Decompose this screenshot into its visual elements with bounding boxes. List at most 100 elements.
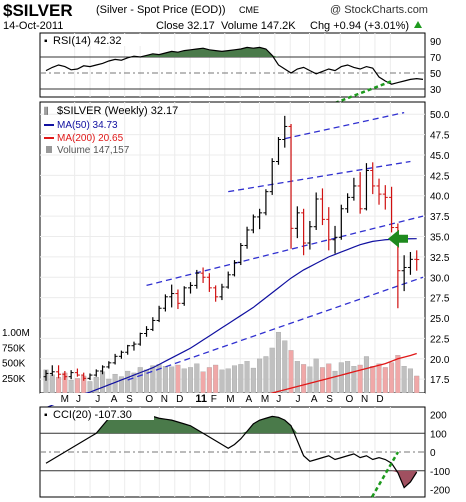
volume-bar — [74, 378, 80, 394]
volume-bar — [244, 361, 250, 394]
price-legend-ma200: MA(200) 20.65 — [57, 133, 124, 144]
volume-bar — [68, 380, 74, 394]
month-label: J — [296, 394, 301, 405]
cci-label: CCI(20) -107.30 — [53, 409, 132, 421]
volume-bar — [363, 356, 369, 394]
price-tick-label: 17.5 — [430, 375, 450, 386]
rsi-overbought-fill — [46, 47, 423, 57]
symbol-description: (Silver - Spot Price (EOD)) — [96, 4, 226, 16]
price-tick-label: 47.5 — [430, 131, 450, 142]
volume-bar — [382, 367, 388, 394]
volume-bar — [231, 365, 238, 394]
volume-bar — [376, 363, 382, 394]
volume-bar — [275, 331, 281, 394]
volume-bar — [200, 371, 206, 394]
volume-bar — [307, 366, 313, 394]
rsi-trend-hint-line — [334, 79, 393, 105]
volume-bar — [370, 366, 376, 394]
price-tick-label: 32.5 — [430, 253, 450, 264]
rsi-line — [45, 46, 424, 85]
cci-tick-label: 200 — [430, 411, 447, 422]
volume-bar — [263, 356, 269, 394]
price-tick-label: 25.0 — [430, 314, 450, 325]
price-tick-label: 30.0 — [430, 273, 450, 284]
cci-tick-label: 100 — [430, 429, 447, 440]
ma50-line — [45, 238, 417, 409]
month-label: N — [161, 394, 168, 405]
cci-tick-label: -100 — [430, 467, 450, 478]
month-label: M — [61, 394, 69, 405]
green-arrow-icon — [388, 229, 408, 248]
up-arrow-icon — [414, 21, 423, 28]
trend-channel-line — [146, 215, 424, 287]
month-label: N — [361, 394, 368, 405]
volume-bar — [56, 377, 62, 394]
month-label: A — [111, 394, 118, 405]
volume-bar — [395, 355, 401, 394]
volume-bar — [269, 347, 275, 394]
volume-bar — [125, 370, 131, 394]
header-change: Chg +0.94 (+3.01%) — [310, 20, 423, 32]
price-legend-symbol: $SILVER (Weekly) 32.17 — [57, 105, 178, 117]
volume-bar — [194, 363, 200, 394]
price-tick-label: 37.5 — [430, 212, 450, 223]
price-tick-label: 35.0 — [430, 232, 450, 243]
volume-bar — [257, 358, 263, 394]
volume-bar — [150, 365, 156, 394]
source-label: @ StockCharts.com — [330, 4, 428, 16]
volume-bar — [169, 366, 175, 394]
volume-bar — [238, 364, 244, 394]
symbol-title: $SILVER — [3, 1, 73, 20]
rsi-label-bg — [42, 34, 150, 46]
volume-bar — [414, 375, 420, 394]
volume-bar — [294, 361, 300, 394]
volume-bar — [181, 368, 187, 394]
rsi-legend-swatch: ▪ — [44, 36, 48, 47]
volume-bar — [175, 364, 181, 394]
price-tick-label: 22.5 — [430, 334, 450, 345]
rsi-label: RSI(14) 42.32 — [53, 35, 121, 47]
cci-label-bg — [42, 408, 154, 420]
cci-legend-swatch: ▪ — [44, 410, 48, 421]
volume-bar — [162, 366, 168, 394]
month-label: S — [126, 394, 133, 405]
volume-bar — [288, 350, 294, 394]
month-label: 11 — [195, 393, 207, 405]
volume-bar — [401, 366, 407, 394]
volume-bar — [137, 367, 143, 394]
month-label: M — [261, 394, 269, 405]
rsi-tick-label: 30 — [430, 85, 442, 96]
volume-bar — [206, 367, 212, 394]
header-close: Close 32.17 — [156, 20, 215, 32]
volume-bar — [213, 364, 219, 394]
month-label: J — [95, 394, 100, 405]
trend-channel-line — [127, 276, 424, 381]
cci-tick-label: 0 — [430, 448, 436, 459]
month-label: M — [226, 394, 234, 405]
volume-bar — [49, 374, 55, 394]
volume-bar — [351, 366, 357, 394]
volume-bar — [345, 361, 351, 394]
volume-bar — [332, 370, 338, 394]
price-tick-label: 42.5 — [430, 171, 450, 182]
volume-bar — [100, 371, 106, 394]
month-label: J — [276, 394, 281, 405]
volume-bar — [282, 340, 288, 394]
price-legend-ma50: MA(50) 34.73 — [57, 120, 118, 131]
price-tick-label: 27.5 — [430, 294, 450, 305]
month-axis — [40, 393, 425, 405]
month-label: D — [376, 394, 383, 405]
month-label: O — [346, 394, 354, 405]
month-label: A — [245, 394, 252, 405]
trend-channel-line — [284, 111, 405, 140]
rsi-tick-label: 90 — [430, 37, 442, 48]
price-tick-label: 45.0 — [430, 151, 450, 162]
price-panel — [39, 101, 426, 394]
rsi-tick-label: 50 — [430, 69, 442, 80]
month-label: O — [145, 394, 153, 405]
volume-bar — [338, 362, 344, 394]
month-label: S — [326, 394, 333, 405]
price-tick-label: 20.0 — [430, 355, 450, 366]
volume-legend-swatch — [46, 146, 52, 153]
